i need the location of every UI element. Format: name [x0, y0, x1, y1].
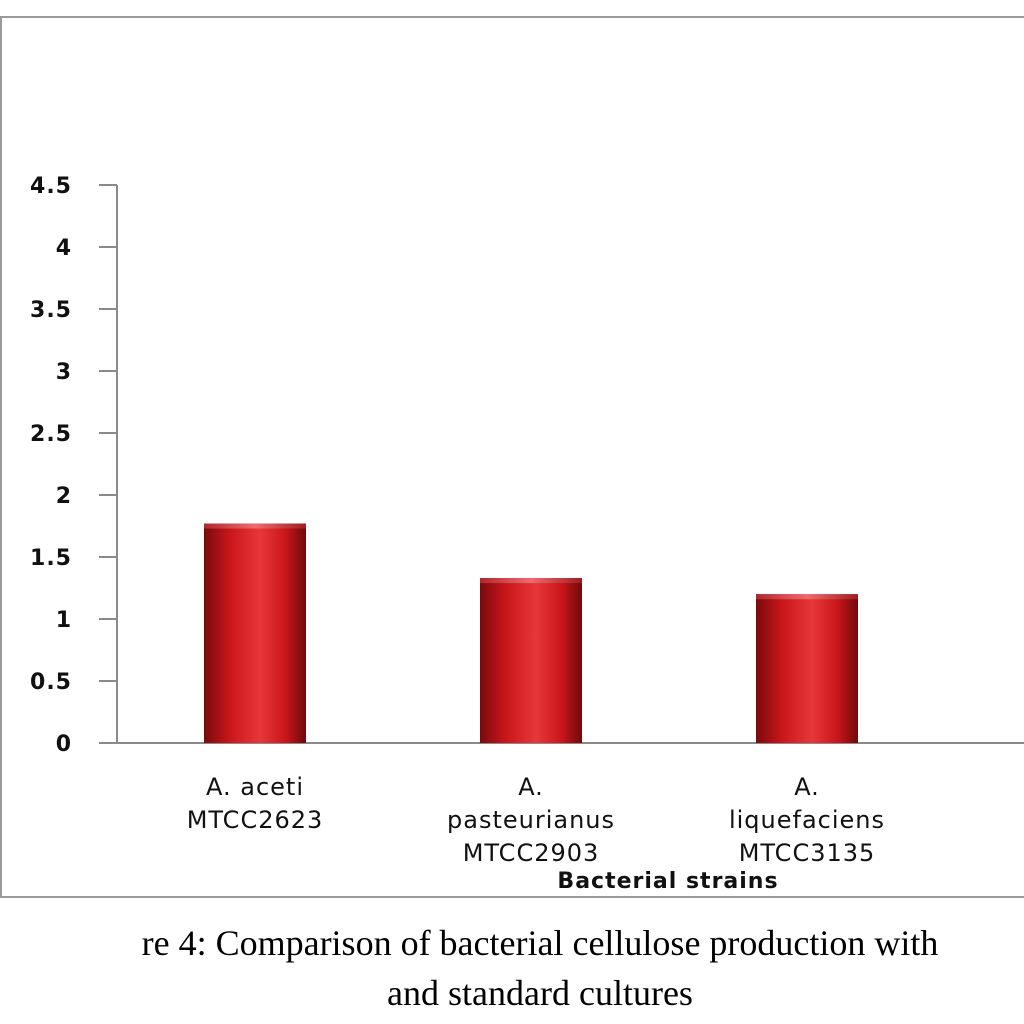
x-category-label: A. aceti [206, 773, 304, 801]
figure-caption: re 4: Comparison of bacterial cellulose … [0, 918, 1024, 1018]
bar-cap [204, 523, 306, 529]
bar [480, 578, 582, 743]
y-tick-label: 1.5 [30, 546, 72, 571]
y-tick-label: 1 [56, 608, 72, 633]
bar-cap [480, 578, 582, 584]
caption-line-2: and standard cultures [387, 973, 693, 1013]
x-category-label: A. [518, 773, 544, 801]
y-tick-label: 0.5 [30, 670, 72, 695]
y-tick-label: 2.5 [30, 422, 72, 447]
y-tick-label: 2 [56, 484, 72, 509]
bar-cap [756, 594, 858, 600]
y-tick-label: 0 [56, 732, 72, 757]
caption-line-1: re 4: Comparison of bacterial cellulose … [141, 923, 939, 963]
x-category-label: MTCC3135 [739, 839, 876, 867]
y-tick-label: 3 [56, 360, 72, 385]
x-category-label: A. [794, 773, 820, 801]
chart-frame [0, 16, 1024, 898]
y-tick-label: 4.5 [30, 174, 72, 199]
y-tick-label: 3.5 [30, 298, 72, 323]
x-category-label: liquefaciens [729, 806, 885, 834]
bar-chart: 0 0.5 1 1.5 2 2.5 3 3.5 4 4.5 A. aceti MTCC2623 A. pa… [30, 174, 1024, 894]
bar [756, 594, 858, 743]
x-category-label: MTCC2903 [463, 839, 600, 867]
bar [204, 523, 306, 743]
y-tick-label: 4 [56, 236, 72, 261]
x-category-label: pasteurianus [447, 806, 615, 834]
x-category-label: MTCC2623 [187, 806, 324, 834]
x-axis-title: Bacterial strains [557, 869, 778, 894]
